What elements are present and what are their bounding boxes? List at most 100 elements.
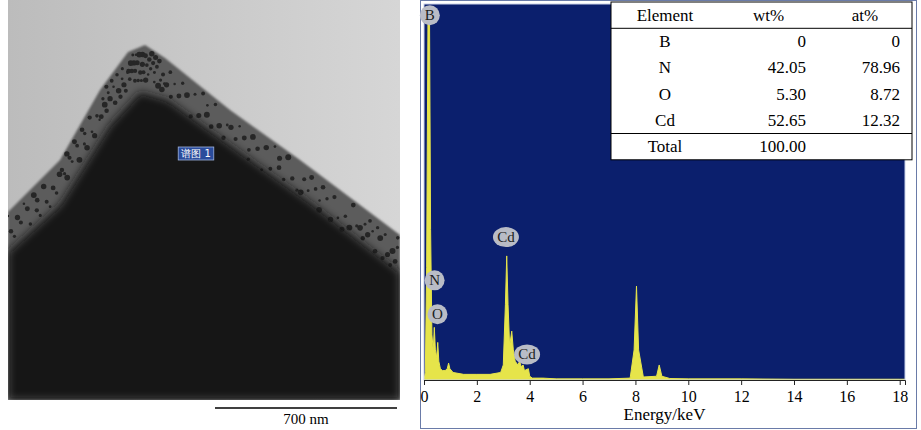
x-tick: 4 [526,380,534,405]
table-rule [611,28,912,29]
pore [344,214,348,218]
table-header: wt% [753,6,784,25]
pore [255,146,260,151]
pore [164,82,169,87]
pore [268,167,272,171]
peak-label-text: Cd [497,229,515,245]
pore [49,205,52,208]
pore [216,123,222,129]
pore [161,72,165,76]
pore [133,79,137,83]
pore [307,189,310,192]
peak-label: O [427,304,447,324]
pore [337,217,340,220]
pore [194,93,197,96]
pore [60,168,64,172]
pore [247,148,251,152]
pore [277,156,282,161]
pore [138,70,142,74]
x-tick: 10 [681,380,697,405]
pore [77,157,83,163]
pore [242,136,247,141]
pore [155,65,159,69]
pore [8,215,9,217]
pore [107,91,110,94]
table-header: Element [637,6,694,25]
peak-label-text: N [429,272,440,288]
pore [110,79,114,83]
x-tick-mark [688,380,689,385]
pore [115,73,118,76]
pore [140,62,145,67]
pore [31,192,37,198]
x-tick: 8 [632,380,640,405]
peak-labels: BNOCdCd [420,5,540,364]
pore [169,95,173,99]
peak-label-badge [420,5,440,25]
x-tick-mark [794,380,795,385]
pore [118,95,122,99]
pore [15,215,20,220]
peak-label-badge [514,344,540,364]
pore [264,145,269,150]
peak-label: Cd [514,344,540,364]
x-tick: 0 [421,380,429,405]
pore [75,144,79,148]
tem-background [8,0,400,400]
x-tick-mark [847,380,848,385]
pore [153,81,156,84]
pore [234,137,238,141]
x-axis-line [425,381,906,386]
pore [365,232,370,237]
pore [393,259,398,264]
pore [92,133,97,138]
pore [113,100,118,105]
pore [181,82,184,85]
x-tick-label: 8 [632,388,640,405]
peak-label-badge [493,227,519,247]
x-tick-label: 16 [839,388,855,405]
pore [351,203,356,208]
tem-image [8,0,400,400]
x-tick-mark [741,380,742,385]
pore [209,124,214,129]
pore [321,185,326,190]
pore [88,115,92,119]
scale-bar-label: 700 nm [283,411,329,427]
pore [214,103,218,107]
pore [385,252,390,257]
pore [151,61,155,65]
peak-label-text: O [432,306,443,322]
pore [102,102,108,108]
pore [136,79,139,82]
x-tick-mark [583,380,584,385]
pore [302,177,306,181]
peak-label-text: Cd [518,346,536,362]
pore [228,125,233,130]
figure: 谱图 1700 nm024681012141618Energy/keVBNOCd… [0,0,921,430]
pore [153,55,158,60]
pore [163,82,166,85]
x-tick: 12 [734,380,750,405]
x-tick-label: 6 [579,388,587,405]
x-axis-title: Energy/keV [624,405,707,424]
pore [29,222,32,225]
x-tick: 2 [473,380,481,405]
pore [314,187,318,191]
pore [274,145,277,148]
pore [39,214,42,217]
pore [285,154,291,160]
pore [72,139,77,144]
pore [238,125,241,128]
peak-label: Cd [493,227,519,247]
pore [149,67,152,70]
x-tick: 18 [892,380,908,405]
pore [157,59,162,64]
x-tick: 14 [787,380,803,405]
pore [19,220,23,224]
table-background [611,2,912,160]
pore [23,203,26,206]
element-table: Elementwt%at%B00N42.0578.96O5.308.72Cd52… [611,2,912,160]
x-tick: 16 [839,380,855,405]
x-tick-label: 10 [681,388,697,405]
